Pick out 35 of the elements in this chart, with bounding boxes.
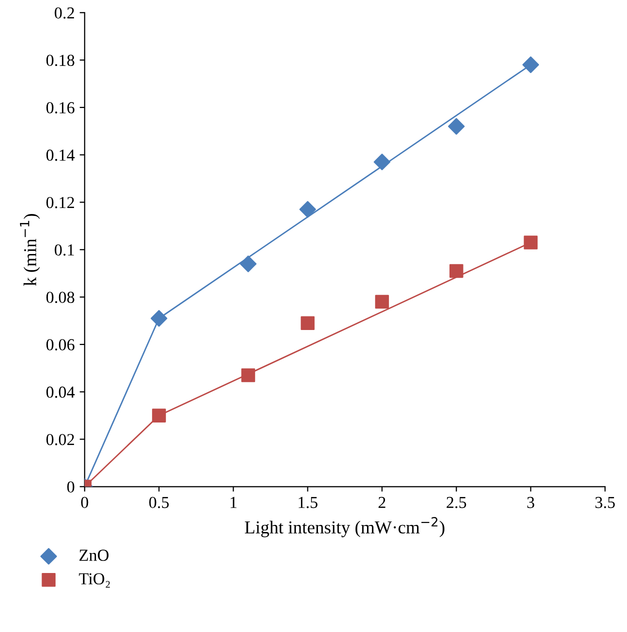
x-tick-label: 1 — [230, 496, 236, 508]
point — [300, 316, 315, 330]
y-tick-label: 0.1 — [54, 244, 74, 256]
point — [448, 118, 465, 135]
y-tick-label: 0 — [67, 481, 74, 493]
y-tick-label: 0.2 — [54, 7, 74, 19]
y-tick-label: 0.08 — [46, 292, 74, 304]
y-tick-label: 0.02 — [46, 434, 74, 446]
point — [150, 310, 168, 327]
point — [299, 201, 316, 218]
x-axis-title: Light intensity (mW·cm$^{−2}$) — [244, 517, 444, 538]
point — [522, 56, 540, 74]
point — [374, 154, 390, 170]
y-axis-title: k (min$^{−1}$) — [20, 214, 40, 286]
point — [375, 294, 389, 309]
point — [241, 368, 256, 382]
y-tick-label: 0.04 — [46, 386, 75, 398]
point — [240, 256, 257, 272]
y-tick-label: 0.06 — [46, 339, 74, 350]
y-tick-label: 0.16 — [46, 102, 74, 114]
x-tick-label: 2 — [378, 496, 386, 508]
point — [152, 408, 166, 422]
legend-label: TiO₂ — [78, 573, 110, 588]
y-tick-label: 0.18 — [46, 54, 74, 66]
point — [449, 264, 464, 278]
x-tick-label: 2.5 — [446, 496, 466, 508]
y-tick-label: 0.12 — [46, 196, 74, 208]
legend-label: ZnO — [79, 550, 109, 561]
y-tick-label: 0.14 — [46, 150, 75, 161]
x-tick-label: 0.5 — [149, 496, 169, 508]
x-tick-label: 0 — [81, 496, 88, 508]
point — [524, 236, 538, 250]
x-tick-label: 3.5 — [595, 496, 615, 508]
x-tick-label: 3 — [527, 496, 534, 508]
x-tick-label: 1.5 — [298, 496, 318, 508]
